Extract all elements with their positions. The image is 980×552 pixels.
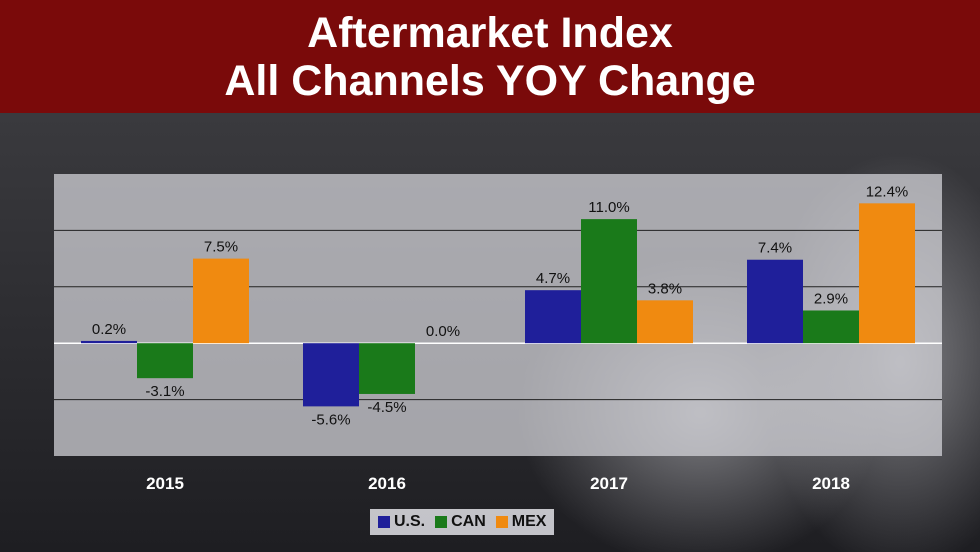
bar bbox=[137, 343, 193, 379]
bar bbox=[747, 259, 803, 344]
data-label: 12.4% bbox=[866, 183, 909, 200]
legend-label-mex: MEX bbox=[511, 513, 547, 530]
data-label: 0.0% bbox=[426, 323, 460, 340]
legend-item-mex: MEX bbox=[495, 513, 547, 531]
category-label: 2016 bbox=[368, 474, 406, 493]
data-label: -4.5% bbox=[367, 399, 406, 416]
category-label: 2018 bbox=[812, 474, 850, 493]
category-label: 2015 bbox=[146, 474, 184, 493]
bar bbox=[581, 219, 637, 344]
data-label: 3.8% bbox=[648, 280, 682, 297]
data-label: 11.0% bbox=[588, 199, 629, 216]
legend: U.S. CAN MEX bbox=[370, 509, 555, 535]
title-banner: Aftermarket Index All Channels YOY Chang… bbox=[0, 0, 980, 113]
bar bbox=[637, 300, 693, 344]
data-label: 7.4% bbox=[758, 240, 792, 257]
bar bbox=[303, 343, 359, 407]
bar bbox=[525, 290, 581, 344]
bar bbox=[803, 310, 859, 344]
data-label: 4.7% bbox=[536, 270, 570, 287]
data-label: -3.1% bbox=[145, 383, 184, 400]
legend-label-can: CAN bbox=[451, 513, 486, 530]
legend-swatch-mex bbox=[495, 516, 508, 528]
title-line-2: All Channels YOY Change bbox=[224, 56, 756, 105]
legend-swatch-can bbox=[435, 516, 448, 528]
legend-item-can: CAN bbox=[435, 513, 486, 531]
title-line-1: Aftermarket Index bbox=[307, 8, 673, 57]
category-label: 2017 bbox=[590, 474, 628, 493]
legend-label-us: U.S. bbox=[394, 513, 426, 530]
bar bbox=[193, 258, 249, 344]
data-label: 2.9% bbox=[814, 290, 848, 307]
bar bbox=[81, 340, 137, 344]
data-label: -5.6% bbox=[311, 411, 350, 428]
bar bbox=[859, 203, 915, 344]
bar bbox=[359, 343, 415, 394]
data-label: 7.5% bbox=[204, 239, 238, 256]
legend-swatch-us bbox=[378, 516, 390, 528]
data-label: 0.2% bbox=[92, 321, 126, 338]
legend-item-us: U.S. bbox=[378, 513, 425, 531]
